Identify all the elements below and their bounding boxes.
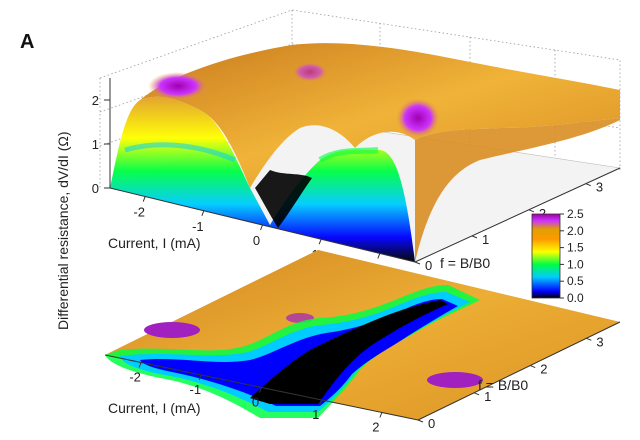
colorbar-tick-label: 2.5 xyxy=(567,207,584,221)
surface-zero-valley xyxy=(255,170,312,228)
heatmap-peak-left xyxy=(144,322,200,338)
x-tick-label: 0 xyxy=(252,395,259,410)
x-tick-mark xyxy=(198,374,202,381)
y-tick-mark xyxy=(417,419,424,423)
y-tick-label: 2 xyxy=(539,206,546,221)
colorbar-tick-label: 1.0 xyxy=(567,257,584,271)
heatmap-y-ticks: 0 1 2 3 xyxy=(417,334,604,431)
y-tick-label: 0 xyxy=(428,416,435,431)
y-tick-mark xyxy=(471,235,478,239)
z-tick-label: 2 xyxy=(92,93,99,108)
surface-z-title: Differential resistance, dV/dI (Ω) xyxy=(55,131,71,330)
surface-peak-right xyxy=(396,98,440,138)
surface-plot: 0 1 2 -2 -1 0 1 2 0 1 2 3 Current, I (mA) f = B/B… xyxy=(55,9,622,330)
x-tick-mark xyxy=(201,210,205,216)
y-tick-label: 2 xyxy=(540,362,547,377)
surface-front-wall xyxy=(110,96,415,262)
colorbar-tick-label: 0.0 xyxy=(567,291,584,305)
heatmap-peak-right xyxy=(427,372,483,388)
x-tick-mark xyxy=(377,253,381,259)
x-tick-mark xyxy=(138,362,142,368)
y-tick-label: 3 xyxy=(596,334,603,349)
surface-peak-left xyxy=(148,72,208,100)
x-tick-label: 2 xyxy=(372,420,379,435)
y-tick-mark xyxy=(530,365,536,369)
x-tick-label: 1 xyxy=(312,407,319,422)
y-tick-label: 0 xyxy=(425,258,432,273)
z-tick-label: 0 xyxy=(92,181,99,196)
x-tick-mark xyxy=(260,224,263,231)
x-tick-label: -1 xyxy=(190,382,202,397)
x-tick-label: -2 xyxy=(129,370,141,385)
heatmap-x-title: Current, I (mA) xyxy=(108,400,201,416)
surface-ridge xyxy=(318,147,379,163)
panel-label: A xyxy=(20,31,34,53)
surface-x-title: Current, I (mA) xyxy=(108,235,201,251)
surface-top xyxy=(140,43,620,188)
x-tick-mark xyxy=(319,399,323,406)
x-tick-mark xyxy=(318,239,322,245)
surface-peak-mid xyxy=(292,62,328,82)
y-tick-mark xyxy=(586,337,592,341)
heatmap-y-title: f = B/B0 xyxy=(478,377,528,393)
y-tick-mark xyxy=(414,261,421,265)
surface-y-ticks: 0 1 2 3 xyxy=(414,180,603,273)
y-tick-label: 1 xyxy=(484,389,491,404)
surface-right-slope xyxy=(415,118,620,262)
y-tick-label: 3 xyxy=(596,180,603,195)
x-tick-label: 0 xyxy=(253,233,260,248)
colorbar-tick-label: 0.5 xyxy=(567,274,584,288)
colorbar-tick-label: 2.0 xyxy=(567,224,584,238)
x-tick-label: -1 xyxy=(192,219,204,234)
heatmap-zero-valley xyxy=(250,300,448,404)
colorbar-ticks: 2.5 2.0 1.5 1.0 0.5 0.0 xyxy=(560,207,584,305)
y-tick-mark xyxy=(585,183,592,187)
x-tick-mark xyxy=(142,196,146,202)
surface-z-ticks: 0 1 2 xyxy=(92,93,110,196)
heatmap-x-ticks: -2 -1 0 1 2 xyxy=(129,362,383,435)
y-tick-label: 1 xyxy=(482,232,489,247)
x-tick-mark xyxy=(379,412,383,418)
heatmap-plot: -2 -1 0 1 2 0 1 2 3 Current, I (mA) f = B/B0 xyxy=(104,250,621,435)
colorbar-tick-label: 1.5 xyxy=(567,241,584,255)
surface-y-title: f = B/B0 xyxy=(440,255,490,271)
surface-ridge-2 xyxy=(124,142,236,163)
x-tick-mark xyxy=(259,387,262,393)
colorbar-gradient xyxy=(531,213,561,299)
x-tick-label: -2 xyxy=(133,205,145,220)
z-tick-label: 1 xyxy=(92,137,99,152)
y-tick-mark xyxy=(528,209,535,213)
colorbar: 2.5 2.0 1.5 1.0 0.5 0.0 xyxy=(531,207,584,305)
y-tick-mark xyxy=(473,392,480,396)
